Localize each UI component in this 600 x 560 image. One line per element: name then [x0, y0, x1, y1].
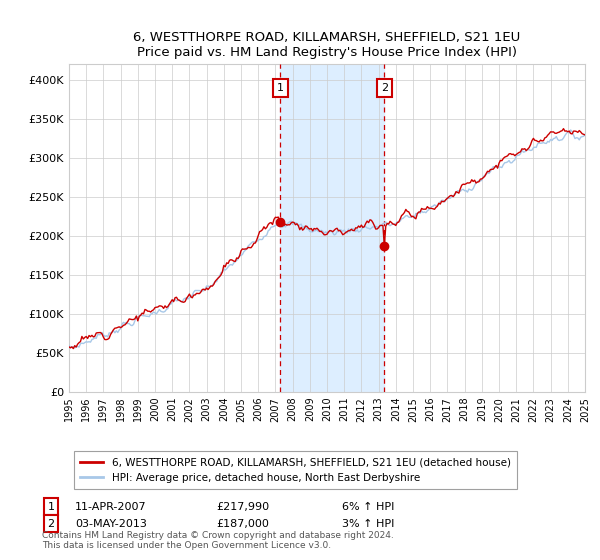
Text: 6% ↑ HPI: 6% ↑ HPI [342, 502, 394, 512]
Text: 1: 1 [277, 83, 284, 93]
Legend: 6, WESTTHORPE ROAD, KILLAMARSH, SHEFFIELD, S21 1EU (detached house), HPI: Averag: 6, WESTTHORPE ROAD, KILLAMARSH, SHEFFIEL… [74, 451, 517, 489]
Bar [280, 64, 385, 392]
Text: 11-APR-2007: 11-APR-2007 [75, 502, 146, 512]
Text: £217,990: £217,990 [216, 502, 269, 512]
Text: Contains HM Land Registry data © Crown copyright and database right 2024.
This d: Contains HM Land Registry data © Crown c… [42, 530, 394, 550]
Text: 03-MAY-2013: 03-MAY-2013 [75, 519, 147, 529]
Text: £187,000: £187,000 [216, 519, 269, 529]
Text: 1: 1 [47, 502, 55, 512]
Text: 2: 2 [47, 519, 55, 529]
Text: 3% ↑ HPI: 3% ↑ HPI [342, 519, 394, 529]
Text: 2: 2 [381, 83, 388, 93]
Title: 6, WESTTHORPE ROAD, KILLAMARSH, SHEFFIELD, S21 1EU
Price paid vs. HM Land Regist: 6, WESTTHORPE ROAD, KILLAMARSH, SHEFFIEL… [133, 31, 521, 59]
